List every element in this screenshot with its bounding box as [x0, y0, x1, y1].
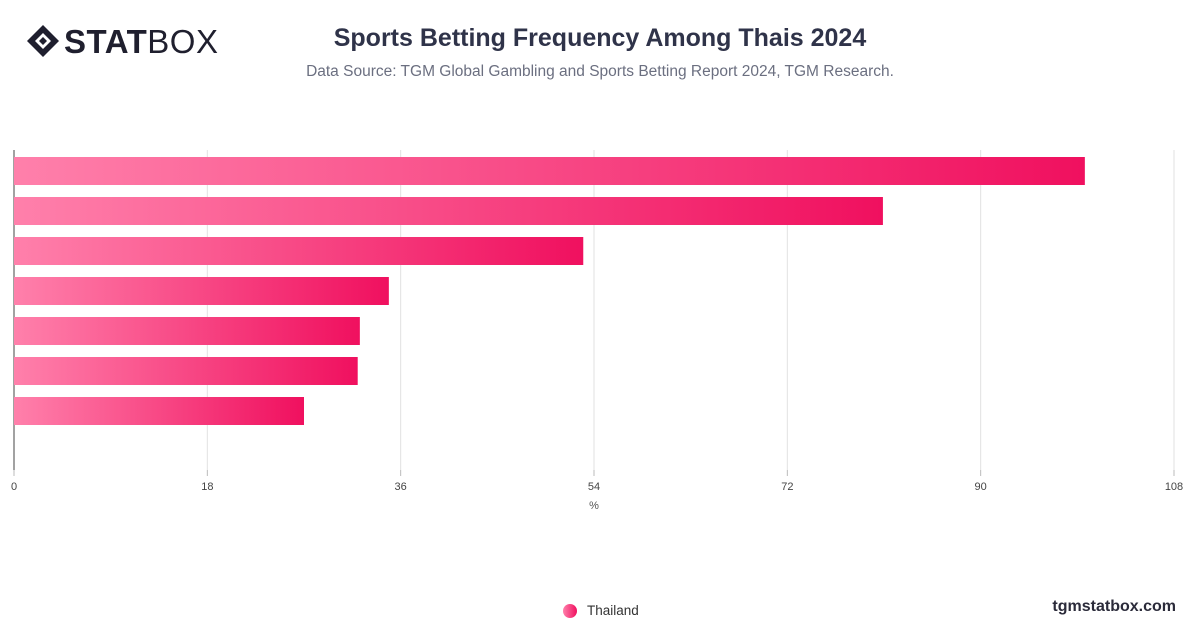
logo-text-light: BOX — [147, 22, 219, 60]
statbox-logo[interactable]: STATBOX — [26, 24, 218, 58]
x-tick-label: 36 — [395, 481, 407, 493]
bar — [14, 277, 389, 305]
x-tick-label: 90 — [975, 481, 987, 493]
x-tick-label: 54 — [588, 481, 600, 493]
x-tick-label: 0 — [11, 481, 17, 493]
x-axis-label: % — [589, 500, 599, 512]
diamond-logo-icon — [27, 25, 59, 57]
chart-subtitle: Data Source: TGM Global Gambling and Spo… — [306, 63, 894, 80]
bar — [14, 397, 304, 425]
legend[interactable]: Thailand — [563, 603, 639, 618]
x-tick-label: 72 — [781, 481, 793, 493]
bar — [14, 237, 584, 265]
logo-text: STATBOX — [64, 25, 218, 58]
legend-label: Thailand — [587, 603, 639, 618]
x-tick-label: 18 — [201, 481, 213, 493]
legend-marker-icon — [563, 603, 577, 618]
bar — [14, 197, 883, 225]
site-url[interactable]: tgmstatbox.com — [1052, 598, 1176, 615]
bar — [14, 317, 360, 345]
x-tick-label: 108 — [1165, 481, 1183, 493]
bar — [14, 357, 358, 385]
bar — [14, 157, 1085, 185]
chart-title: Sports Betting Frequency Among Thais 202… — [333, 24, 867, 52]
logo-text-bold: STAT — [64, 22, 148, 60]
